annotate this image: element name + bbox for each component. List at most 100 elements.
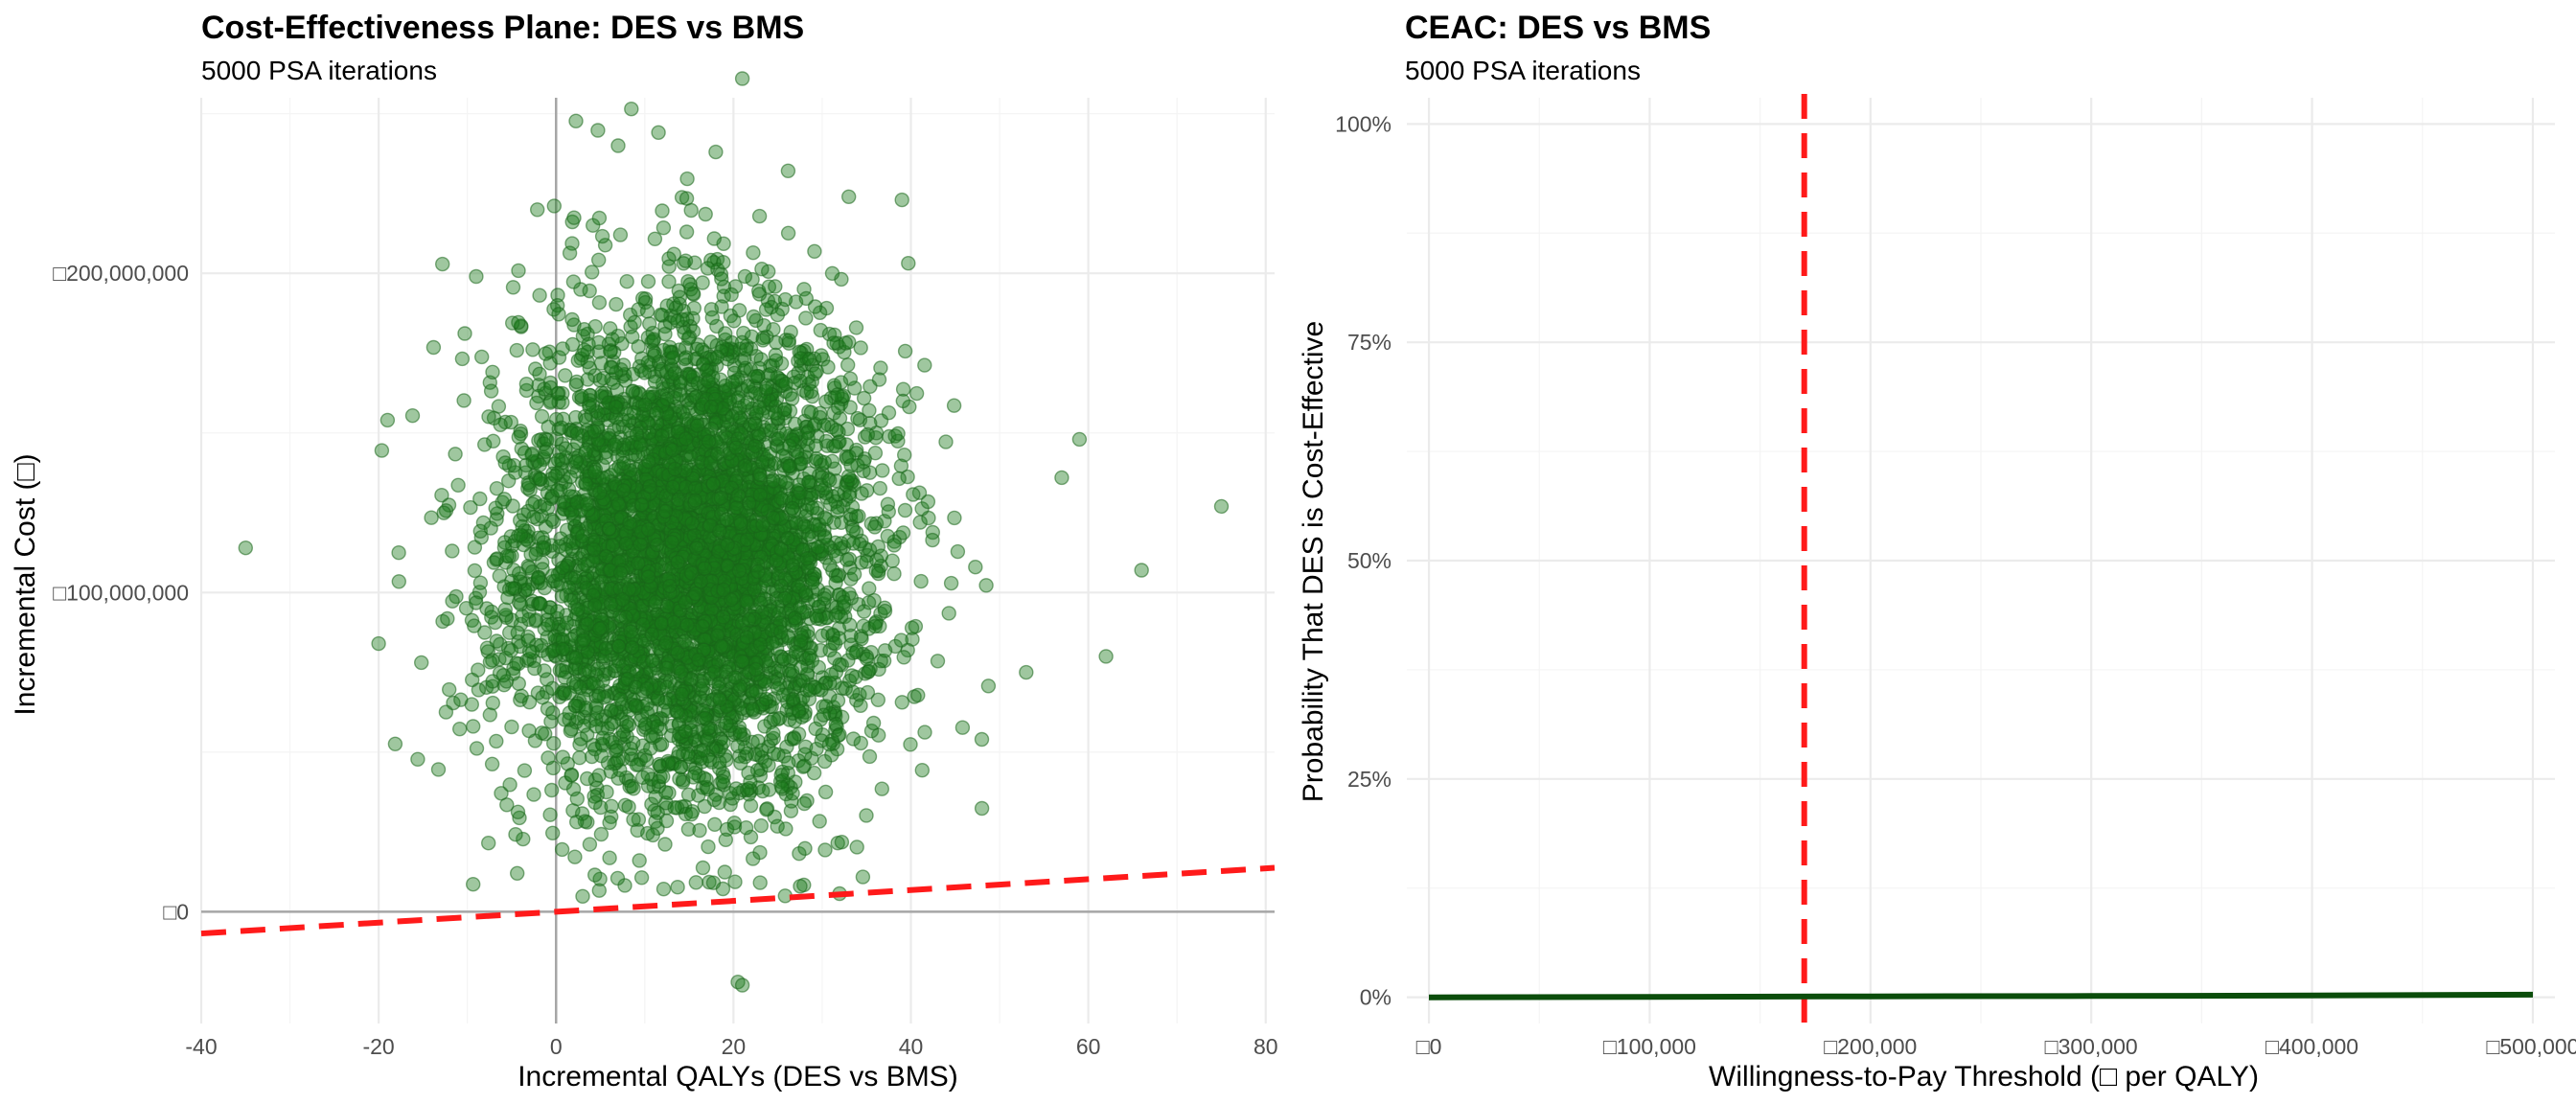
scatter-point (555, 749, 570, 765)
scatter-point (587, 794, 603, 811)
scatter-point (781, 755, 796, 770)
scatter-point (861, 663, 877, 679)
scatter-point (602, 850, 617, 865)
scatter-point (706, 792, 723, 808)
scatter-point (472, 491, 488, 507)
scatter-point (621, 717, 637, 733)
scatter-point (604, 702, 619, 718)
scatter-point (798, 290, 814, 307)
scatter-point (540, 432, 555, 448)
scatter-point (564, 768, 579, 783)
scatter-point (897, 343, 913, 359)
scatter-point (562, 245, 578, 261)
scatter-point (603, 344, 618, 359)
scatter-point (738, 820, 754, 836)
scatter-point (609, 296, 624, 312)
scatter-point (640, 274, 656, 289)
scatter-point (770, 307, 786, 323)
scatter-point (738, 342, 754, 357)
scatter-point (503, 643, 519, 658)
scatter-point (854, 631, 869, 647)
scatter-point (821, 737, 838, 752)
scatter-point (637, 397, 654, 413)
scatter-point (755, 783, 770, 799)
scatter-point (817, 784, 834, 800)
scatter-point (515, 609, 530, 624)
scatter-point (528, 546, 543, 562)
scatter-point (511, 263, 526, 279)
scatter-point (651, 125, 666, 141)
scatter-point (632, 537, 648, 552)
scatter-point (540, 750, 556, 766)
scatter-point (733, 516, 748, 532)
scatter-point (689, 418, 705, 433)
scatter-point (471, 662, 486, 678)
scatter-point (688, 586, 703, 602)
scatter-point (695, 342, 710, 357)
scatter-point (518, 377, 535, 392)
scatter-point (568, 650, 584, 665)
scatter-point (567, 849, 583, 864)
scatter-point (477, 625, 493, 640)
scatter-point (532, 288, 547, 303)
scatter-point (670, 704, 685, 721)
scatter-point (587, 319, 603, 334)
scatter-point (657, 837, 673, 852)
scatter-point (767, 456, 783, 472)
scatter-point (815, 628, 830, 643)
scatter-point (430, 762, 447, 777)
scatter-point (493, 417, 508, 432)
scatter-point (846, 566, 862, 582)
scatter-point (816, 418, 832, 433)
scatter-point (486, 433, 501, 448)
scatter-point (799, 551, 815, 566)
scatter-point (545, 825, 561, 840)
ceac-grid (1407, 98, 2555, 1024)
scatter-point (633, 870, 650, 886)
scatter-point (537, 663, 552, 678)
scatter-point (798, 310, 814, 326)
scatter-point (602, 521, 617, 537)
scatter-point (920, 494, 936, 510)
scatter-point (502, 777, 518, 793)
scatter-point (698, 206, 713, 222)
scatter-point (445, 543, 460, 559)
scatter-point (640, 569, 656, 585)
scatter-point (530, 202, 545, 218)
scatter-point (585, 264, 600, 280)
scatter-point (780, 163, 796, 179)
scatter-point (773, 541, 789, 558)
scatter-point (773, 779, 790, 794)
scatter-point (801, 474, 816, 490)
scatter-point (867, 618, 883, 634)
scatter-point (542, 380, 559, 396)
scatter-point (477, 437, 493, 452)
scatter-point (481, 836, 496, 851)
scatter-point (837, 594, 852, 610)
scatter-point (635, 770, 651, 785)
scatter-point (752, 875, 768, 890)
scatter-point (809, 363, 824, 379)
scatter-point (438, 704, 454, 720)
scatter-point (434, 488, 449, 503)
scatter-point (448, 447, 463, 462)
scatter-point (808, 721, 823, 737)
scatter-point (895, 525, 911, 540)
scatter-point (450, 477, 466, 493)
scatter-point (670, 313, 685, 329)
scatter-point (526, 787, 541, 802)
scatter-point (580, 496, 595, 512)
scatter-point (610, 496, 627, 512)
scatter-point (466, 719, 481, 734)
scatter-point (627, 314, 642, 331)
scatter-point (709, 446, 725, 462)
scatter-point (618, 610, 633, 625)
scatter-point (626, 812, 641, 827)
scatter-point (768, 279, 783, 294)
scatter-point (426, 339, 442, 356)
scatter-point (526, 509, 541, 525)
scatter-point (612, 565, 629, 581)
scatter-point (591, 883, 607, 898)
scatter-point (554, 420, 569, 435)
scatter-point (569, 791, 585, 807)
